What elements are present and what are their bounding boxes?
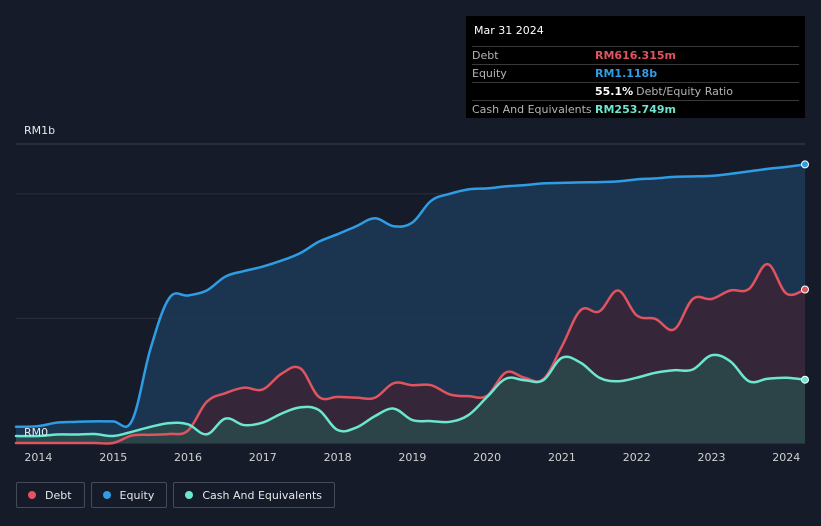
axis-ticks: 2014 2015 2016 2017 2018 2019 2020 2021 2022 2023…	[24, 124, 800, 464]
debt-end-marker	[801, 285, 809, 294]
cash-and-equivalents-area	[16, 354, 805, 443]
tooltip-row-cash: Cash And Equivalents RM253.749m	[472, 100, 799, 118]
x-tick-label: 2020	[473, 451, 501, 464]
legend-dot-icon	[102, 491, 111, 499]
x-tick-label: 2019	[398, 451, 426, 464]
tooltip-row-equity: Equity RM1.118b	[472, 64, 799, 82]
equity-end-marker	[801, 160, 809, 169]
legend-item-equity[interactable]: Equity	[90, 482, 168, 508]
series-lines	[14, 163, 807, 445]
tooltip-label: Cash And Equivalents	[472, 103, 592, 116]
y-tick-label: RM0	[24, 426, 48, 439]
legend-label: Cash And Equivalents	[202, 488, 322, 502]
x-tick-label: 2015	[99, 451, 127, 464]
debt-line	[14, 262, 807, 445]
y-tick-label: RM1b	[24, 124, 55, 137]
tooltip-ratio-label: Debt/Equity Ratio	[636, 85, 733, 98]
legend-item-cash[interactable]: Cash And Equivalents	[173, 482, 335, 508]
x-tick-label: 2016	[174, 451, 202, 464]
tooltip-label: Debt	[472, 49, 499, 62]
tooltip: Mar 31 2024 Debt RM616.315m Equity RM1.1…	[466, 16, 805, 118]
cash-and-equivalents-line	[14, 353, 807, 438]
legend-label: Debt	[45, 488, 72, 502]
tooltip-row-debt: Debt RM616.315m	[472, 46, 799, 64]
legend-item-debt[interactable]: Debt	[16, 482, 85, 508]
tooltip-date: Mar 31 2024	[474, 24, 544, 37]
tooltip-row-ratio: 55.1% Debt/Equity Ratio	[472, 82, 799, 100]
x-tick-label: 2023	[698, 451, 726, 464]
series-areas	[16, 164, 805, 444]
x-tick-label: 2022	[623, 451, 651, 464]
legend-label: Equity	[119, 488, 155, 502]
x-tick-label: 2024	[772, 451, 800, 464]
cash-and-equivalents-end-marker	[801, 375, 809, 384]
tooltip-label: Equity	[472, 67, 507, 80]
legend-dot-icon	[185, 491, 194, 499]
tooltip-value: 55.1%	[595, 85, 634, 98]
end-markers	[801, 160, 809, 384]
x-tick-label: 2021	[548, 451, 576, 464]
equity-line	[14, 163, 807, 429]
x-tick-label: 2017	[249, 451, 277, 464]
legend-dot-icon	[28, 491, 36, 499]
legend: Debt Equity Cash And Equivalents	[16, 482, 335, 508]
tooltip-value: RM253.749m	[595, 103, 676, 116]
x-tick-label: 2018	[324, 451, 352, 464]
tooltip-value: RM616.315m	[595, 49, 676, 62]
x-tick-label: 2014	[24, 451, 52, 464]
tooltip-value: RM1.118b	[595, 67, 658, 80]
tooltip-label	[472, 83, 595, 100]
